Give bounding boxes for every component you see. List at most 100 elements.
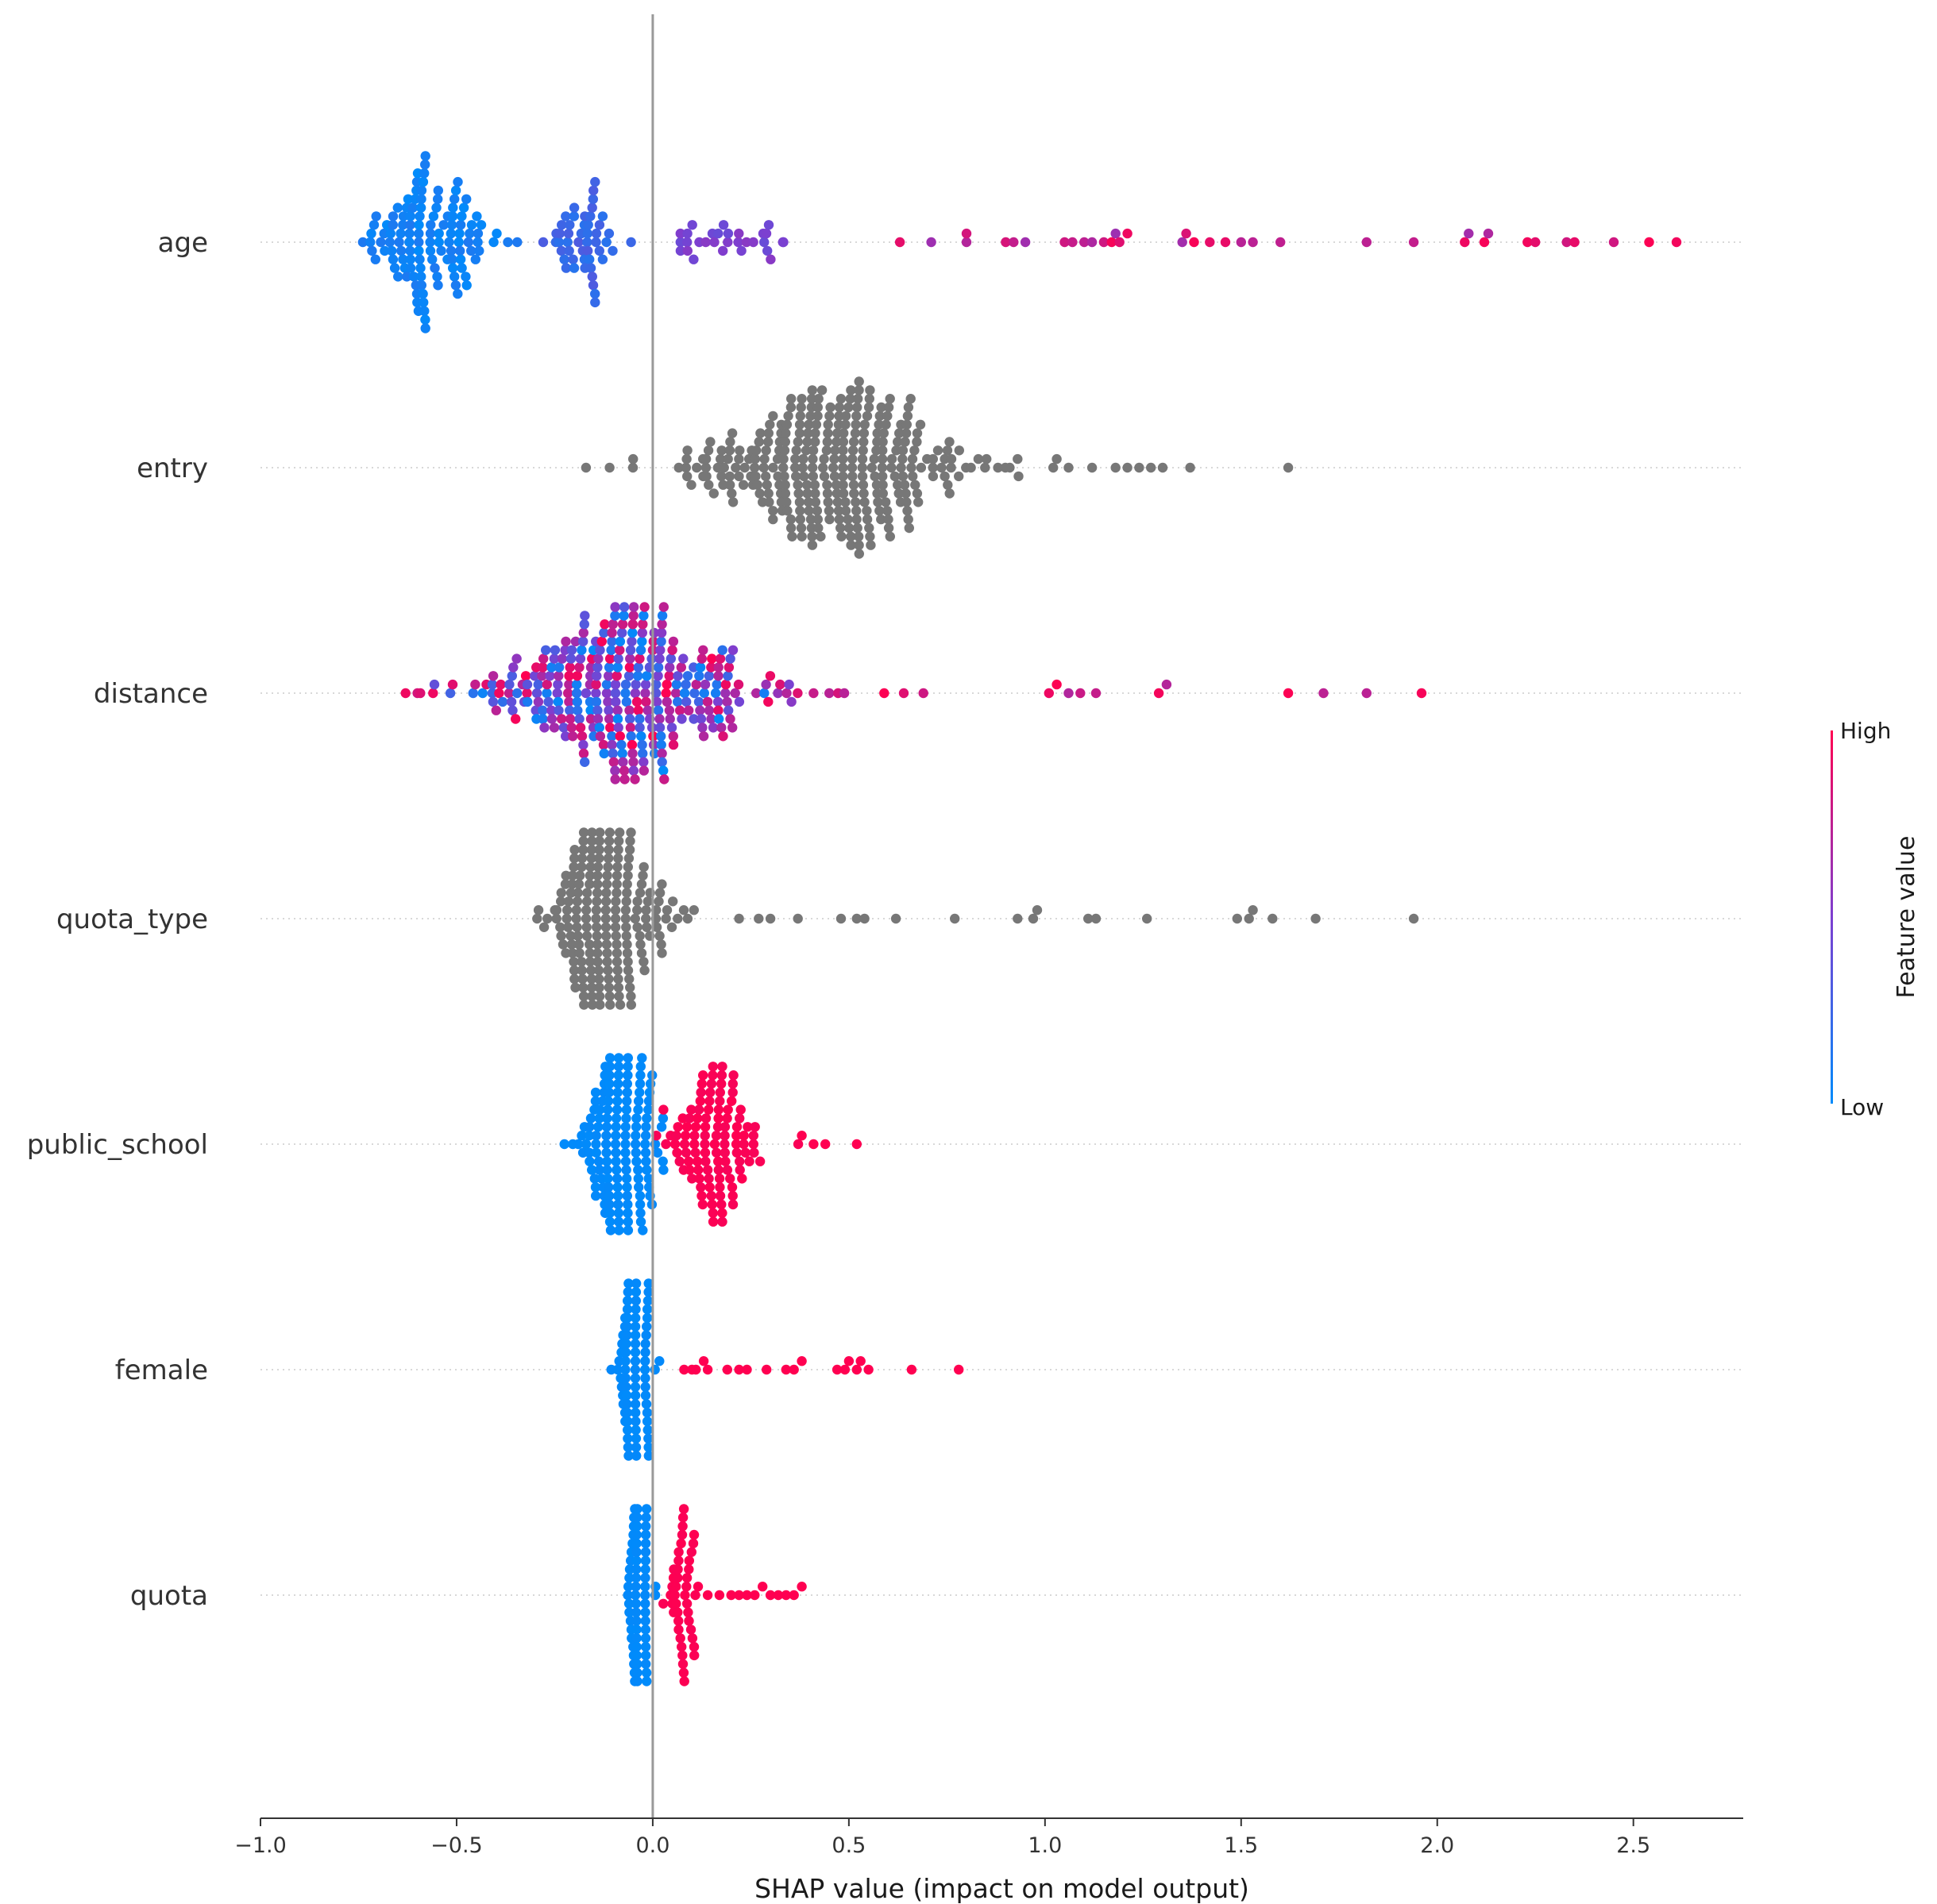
point-distance (610, 688, 621, 699)
point-distance (713, 705, 723, 715)
point-entry (681, 453, 692, 464)
point-distance (716, 723, 727, 733)
point-public_school (585, 1156, 595, 1166)
point-female (642, 1296, 654, 1306)
point-quota_type (587, 991, 597, 1001)
point-quota_type (578, 991, 589, 1001)
point-quota_type (612, 870, 623, 881)
point-quota_type (612, 888, 622, 898)
point-public_school (735, 1165, 745, 1175)
point-age (587, 272, 597, 282)
point-entry (852, 522, 862, 534)
point-distance (612, 714, 623, 724)
point-age (430, 263, 440, 273)
point-quota_type (612, 861, 623, 873)
point-entry (1051, 453, 1062, 464)
point-quota_type (1090, 913, 1102, 924)
point-quota (669, 1590, 680, 1601)
point-age (415, 202, 426, 213)
point-entry (838, 437, 849, 447)
colorbar-gradient (1831, 730, 1833, 1104)
point-quota_type (612, 939, 622, 950)
point-entry (819, 453, 829, 464)
point-age (438, 220, 449, 230)
point-distance (592, 671, 602, 681)
point-public_school (700, 1139, 710, 1150)
point-quota_type (600, 905, 611, 915)
point-quota (765, 1590, 776, 1601)
point-female (622, 1416, 633, 1427)
point-entry (878, 488, 889, 499)
point-distance (504, 679, 515, 690)
point-age (414, 228, 424, 239)
point-female (623, 1278, 634, 1289)
point-public_school (713, 1113, 723, 1124)
point-age (492, 228, 502, 239)
point-entry (781, 428, 791, 438)
point-age (433, 194, 443, 204)
point-entry (823, 428, 833, 438)
point-distance (580, 757, 590, 767)
point-distance (610, 611, 620, 621)
point-quota_type (673, 913, 683, 924)
point-quota_type (592, 931, 602, 941)
point-quota_type (623, 853, 635, 864)
point-entry (739, 462, 750, 473)
point-quota_type (622, 888, 632, 898)
point-public_school (706, 1190, 716, 1201)
point-distance (689, 714, 699, 724)
point-quota_type (542, 913, 553, 924)
point-entry (1185, 462, 1195, 473)
point-entry (843, 402, 854, 413)
point-age (420, 151, 430, 161)
point-quota_type (569, 965, 580, 976)
point-distance (727, 645, 739, 655)
point-age (458, 202, 469, 213)
point-distance (610, 602, 620, 612)
point-entry (944, 437, 955, 447)
point-female (906, 1364, 917, 1375)
point-public_school (612, 1182, 623, 1193)
point-age (1205, 237, 1215, 248)
point-age (473, 237, 483, 248)
point-public_school (621, 1113, 631, 1124)
point-distance (1416, 688, 1427, 699)
point-entry (692, 462, 702, 473)
point-distance (1153, 688, 1164, 699)
point-distance (572, 696, 582, 707)
point-entry (682, 471, 693, 482)
point-age (689, 254, 699, 264)
point-entry (759, 453, 770, 464)
point-quota_type (621, 922, 631, 933)
point-distance (610, 774, 620, 784)
point-quota (680, 1590, 690, 1601)
point-entry (803, 428, 813, 438)
point-public_school (690, 1122, 701, 1132)
point-public_school (604, 1078, 615, 1089)
point-public_school (631, 1122, 642, 1132)
point-entry (806, 394, 817, 404)
point-age (565, 220, 575, 230)
point-public_school (603, 1104, 613, 1115)
point-public_school (720, 1147, 730, 1158)
point-age (420, 314, 430, 325)
point-entry (865, 385, 875, 395)
point-public_school (623, 1208, 633, 1219)
point-distance (491, 705, 501, 715)
point-entry (980, 462, 990, 473)
point-public_school (603, 1174, 613, 1184)
point-entry (1110, 462, 1121, 473)
point-age (561, 263, 572, 273)
point-female (631, 1408, 641, 1418)
point-public_school (689, 1131, 700, 1141)
point-entry (797, 394, 807, 404)
point-age (388, 254, 399, 264)
point-distance (568, 731, 578, 742)
point-quota_type (573, 939, 585, 950)
point-quota_type (632, 922, 642, 933)
point-public_school (601, 1156, 612, 1166)
point-distance (625, 645, 636, 655)
point-public_school (727, 1190, 738, 1201)
point-quota_type (624, 973, 635, 985)
point-quota_type (615, 827, 625, 838)
